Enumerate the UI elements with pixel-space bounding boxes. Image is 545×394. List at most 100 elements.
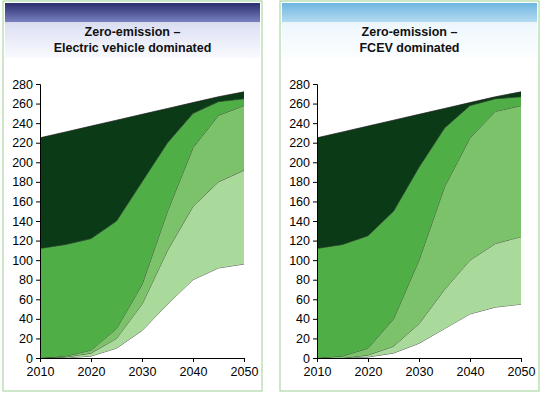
y-tick: 80 <box>296 273 317 287</box>
y-tick: 40 <box>296 312 317 326</box>
y-tick-mark <box>36 241 40 242</box>
y-tick-mark <box>313 201 317 202</box>
x-tick: 2010 <box>304 358 332 379</box>
y-tick-label: 160 <box>12 195 33 209</box>
y-tick: 20 <box>19 332 40 346</box>
y-tick-mark <box>313 299 317 300</box>
x-axis: 20102020203020402050 <box>27 358 259 379</box>
x-tick-label: 2040 <box>457 365 485 379</box>
y-tick-label: 120 <box>289 234 310 248</box>
y-axis: 020406080100120140160180200220240260280 <box>12 78 40 366</box>
y-tick-mark <box>36 143 40 144</box>
y-tick-mark <box>313 260 317 261</box>
y-axis-line <box>36 85 41 359</box>
y-tick-mark <box>313 358 317 359</box>
y-tick: 80 <box>19 273 40 287</box>
x-tick: 2040 <box>457 358 485 379</box>
y-tick-label: 0 <box>26 352 33 366</box>
y-tick-label: 40 <box>296 312 310 326</box>
y-tick: 280 <box>289 78 317 92</box>
y-tick-label: 80 <box>296 273 310 287</box>
x-tick-label: 2050 <box>508 365 536 379</box>
y-tick-mark <box>36 358 40 359</box>
y-tick-label: 220 <box>289 136 310 150</box>
title: Electric vehicle dominated <box>54 41 212 55</box>
x-axis-line <box>41 359 245 363</box>
y-tick: 60 <box>296 293 317 307</box>
y-axis: 020406080100120140160180200220240260280 <box>289 78 317 366</box>
y-tick: 180 <box>289 175 317 189</box>
y-tick-label: 40 <box>19 312 33 326</box>
y-tick: 140 <box>12 215 40 229</box>
y-tick-mark <box>36 84 40 85</box>
y-tick-mark <box>313 241 317 242</box>
y-tick-mark <box>36 260 40 261</box>
x-tick-mark <box>91 358 92 362</box>
header-band <box>5 22 260 58</box>
panel: Zero-emission – Electric vehicle dominate… <box>3 1 262 391</box>
x-axis: 2010 2020 2030 2040 2050 <box>304 358 536 379</box>
y-tick: 120 <box>289 234 317 248</box>
header-band <box>282 22 537 58</box>
x-tick: 2040 <box>180 358 208 379</box>
y-tick-mark <box>313 84 317 85</box>
x-tick: 2050 <box>508 358 536 379</box>
x-tick-mark <box>419 358 420 362</box>
y-tick: 200 <box>12 156 40 170</box>
title: Zero-emission – <box>85 25 181 39</box>
y-tick-mark <box>36 123 40 124</box>
plot-area <box>317 92 521 358</box>
y-tick-mark <box>36 162 40 163</box>
y-tick-mark <box>313 123 317 124</box>
y-tick-mark <box>313 143 317 144</box>
x-tick-mark <box>521 358 522 362</box>
y-tick: 200 <box>289 156 317 170</box>
x-tick-label: 2030 <box>129 365 157 379</box>
x-tick-label: 2050 <box>231 365 259 379</box>
y-tick-label: 240 <box>12 117 33 131</box>
y-tick-mark <box>36 201 40 202</box>
y-tick: 160 <box>12 195 40 209</box>
y-tick-mark <box>36 338 40 339</box>
y-tick-mark <box>36 280 40 281</box>
panel: Zero-emission –FCEV dominated02040608010… <box>280 1 539 391</box>
y-tick-label: 260 <box>289 97 310 111</box>
y-tick: 240 <box>289 117 317 131</box>
y-tick-label: 200 <box>12 156 33 170</box>
layer-edge <box>317 92 521 138</box>
x-tick-label: 2020 <box>355 365 383 379</box>
y-tick-label: 20 <box>296 332 310 346</box>
y-tick: 20 <box>296 332 317 346</box>
panel-frame <box>3 1 262 391</box>
y-tick-mark <box>313 182 317 183</box>
y-tick-label: 280 <box>12 78 33 92</box>
x-tick: 2050 <box>231 358 259 379</box>
y-tick-label: 140 <box>289 215 310 229</box>
x-tick: 2010 <box>27 358 55 379</box>
x-tick-label: 2010 <box>27 365 55 379</box>
y-tick-label: 60 <box>296 293 310 307</box>
y-tick-label: 20 <box>19 332 33 346</box>
y-tick-mark <box>313 221 317 222</box>
y-tick-label: 60 <box>19 293 33 307</box>
x-tick-label: 2040 <box>180 365 208 379</box>
y-tick-label: 260 <box>12 97 33 111</box>
y-tick-label: 80 <box>19 273 33 287</box>
x-tick-label: 2030 <box>406 365 434 379</box>
y-tick-label: 140 <box>12 215 33 229</box>
y-axis-line <box>313 85 318 359</box>
y-tick-label: 280 <box>289 78 310 92</box>
y-tick: 260 <box>289 97 317 111</box>
y-tick-label: 180 <box>289 175 310 189</box>
y-tick: 0 <box>26 352 40 366</box>
y-tick: 220 <box>289 136 317 150</box>
y-tick: 280 <box>12 78 40 92</box>
y-tick-mark <box>36 182 40 183</box>
panel-frame <box>280 1 539 391</box>
x-tick-mark <box>40 358 41 362</box>
area-layer <box>40 92 244 249</box>
y-tick: 40 <box>19 312 40 326</box>
y-tick: 60 <box>19 293 40 307</box>
y-tick: 240 <box>12 117 40 131</box>
y-tick: 0 <box>303 352 317 366</box>
